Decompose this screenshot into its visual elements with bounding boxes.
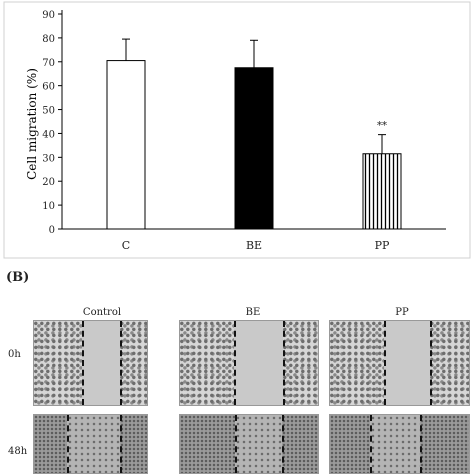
row-header-48h: 48h — [8, 446, 28, 457]
bar-chart: 0 10 20 30 40 50 60 70 80 90 C BE ** PP Cell migratio… — [3, 1, 471, 259]
column-header-be: BE — [245, 307, 261, 318]
row-header-0h: 0h — [8, 349, 21, 360]
micrograph-be-0h — [179, 320, 319, 406]
y-tick-label: 70 — [42, 58, 55, 69]
micrograph-be-48h — [179, 414, 319, 474]
y-tick-label: 20 — [42, 177, 55, 188]
micrograph-control-0h — [33, 320, 148, 406]
column-header-control: Control — [82, 307, 122, 318]
column-header-pp: PP — [395, 307, 409, 318]
bar-c — [106, 60, 146, 230]
x-tick-label: BE — [246, 239, 262, 252]
y-tick-label: 80 — [42, 34, 55, 45]
chart-frame — [3, 1, 471, 259]
y-tick-label: 50 — [42, 106, 55, 117]
y-tick-label: 90 — [42, 10, 55, 21]
y-tick-label: 30 — [42, 153, 55, 164]
micrograph-control-48h — [33, 414, 148, 474]
x-tick-label: PP — [375, 239, 390, 252]
chart-error-bars — [122, 38, 386, 154]
micrograph-pp-48h — [329, 414, 470, 474]
y-tick-label: 0 — [49, 225, 55, 236]
chart-bars — [106, 60, 402, 230]
micrograph-pp-0h — [329, 320, 470, 406]
bar-pp — [362, 153, 402, 230]
significance-marker: ** — [377, 121, 387, 132]
bar-be — [234, 67, 274, 230]
y-tick-label: 40 — [42, 129, 55, 140]
y-tick-label: 10 — [42, 201, 55, 212]
y-tick-label: 60 — [42, 82, 55, 93]
y-axis-label: Cell migration (%) — [25, 68, 39, 180]
panel-label: (B) — [6, 270, 30, 285]
chart-labels: 0 10 20 30 40 50 60 70 80 90 C BE ** PP — [42, 10, 390, 252]
x-tick-label: C — [122, 239, 130, 252]
